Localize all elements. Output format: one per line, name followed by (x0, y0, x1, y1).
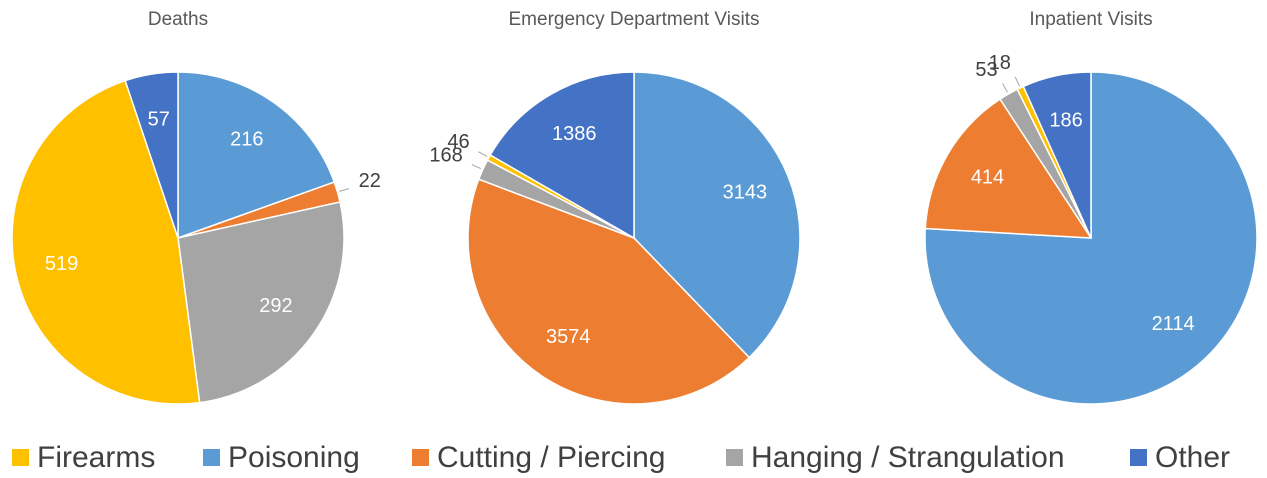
pie-slice (124, 71, 179, 239)
chart-title: Deaths (148, 9, 208, 30)
legend-swatch (412, 449, 429, 466)
pie-slice (924, 71, 1258, 405)
legend-label: Other (1155, 441, 1230, 474)
leader-line (471, 164, 482, 170)
data-label: 53 (975, 59, 997, 81)
data-label: 3574 (546, 326, 591, 348)
pie-slice (489, 71, 635, 240)
pie-slice (1022, 71, 1092, 239)
data-label: 519 (45, 253, 78, 275)
pie-slice (633, 71, 801, 359)
data-label: 186 (1049, 109, 1082, 131)
legend-swatch (726, 449, 743, 466)
data-label: 1386 (552, 123, 597, 145)
data-label: 57 (148, 108, 170, 130)
pie-slice (924, 98, 1093, 239)
chart-title: Inpatient Visits (1029, 9, 1152, 30)
legend-swatch (203, 449, 220, 466)
data-label: 216 (230, 129, 263, 151)
leader-line (1014, 76, 1020, 87)
legend-label: Hanging / Strangulation (751, 441, 1065, 474)
legend-label: Cutting / Piercing (437, 441, 665, 474)
data-label: 414 (971, 166, 1004, 188)
leader-line (339, 188, 350, 192)
legend-label: Firearms (37, 441, 155, 474)
data-label: 46 (447, 131, 469, 153)
pie-slice (467, 178, 751, 405)
data-label: 22 (359, 170, 381, 192)
chart-title: Emergency Department Visits (509, 9, 760, 30)
pie-slice (177, 71, 336, 240)
data-label: 18 (989, 52, 1011, 74)
pie-slice (11, 79, 201, 405)
data-label: 3143 (723, 182, 768, 204)
pie-slice (177, 201, 345, 404)
data-label: 2114 (1152, 313, 1195, 335)
legend-swatch (12, 449, 29, 466)
leader-line (1002, 83, 1008, 93)
leader-line (478, 151, 488, 157)
data-label: 292 (259, 295, 292, 317)
legend-label: Poisoning (228, 441, 360, 474)
legend-swatch (1130, 449, 1147, 466)
data-label: 168 (429, 145, 462, 167)
